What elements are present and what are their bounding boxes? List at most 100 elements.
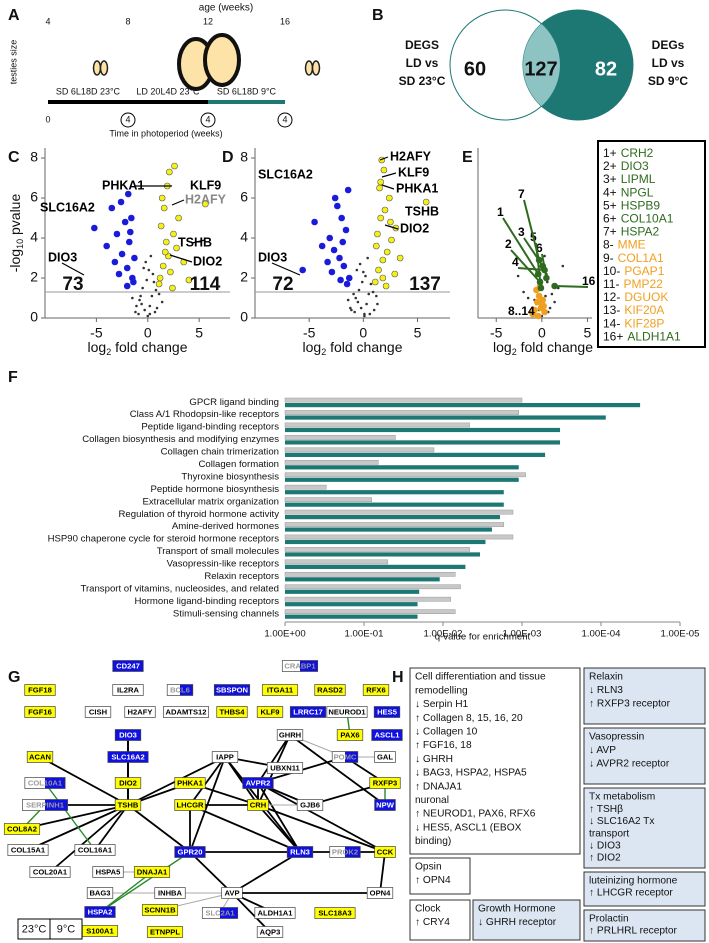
venn-count: 60 [464,58,486,80]
x-tick-label: -5 [303,325,316,341]
point [339,238,347,246]
bar [284,584,461,590]
venn-label: DEGS [405,38,439,52]
annotation-arrow [510,249,541,283]
point [377,214,384,222]
point [324,258,331,266]
node-23 [369,777,385,789]
node-border [329,846,361,858]
node-9 [190,799,206,811]
point [326,234,334,242]
node-23 [371,729,387,741]
node-23 [267,762,285,774]
key-entry: 10- PGAP1 [603,264,665,278]
key-number: 2+ [603,159,617,173]
point [166,168,173,176]
node-9 [152,866,170,878]
node-border [114,799,142,811]
node-label: BCL6 [170,686,190,695]
point [553,300,556,304]
annotation-arrow [381,172,397,178]
point [379,274,387,282]
point [158,194,166,202]
annotation: H2AFY [390,149,432,163]
panel-label: D [222,149,234,166]
node-9 [100,925,118,937]
node-border [374,799,396,811]
point [139,294,142,298]
point [364,274,367,278]
summary-line: transport [589,828,629,839]
bar [284,447,435,453]
node-23 [167,684,180,696]
node-9 [385,777,401,789]
node-label: AVP [224,889,239,898]
node-9 [290,729,303,741]
network-edge [231,892,271,933]
point [118,250,126,258]
summary-line: ↓ Serpin H1 [415,699,469,710]
point [379,256,387,264]
key-entry: 2+ DIO3 [603,159,649,173]
category-label: Thyroxine biosynthesis [181,471,279,482]
point [334,202,341,210]
node-label: IL2RA [117,686,139,695]
node-9 [387,706,400,718]
bar [285,403,641,408]
bar [284,609,456,615]
node-label: CD247 [116,662,140,671]
x-tick-label: 5 [414,325,422,341]
point [299,266,306,274]
y-tick-label: 6 [30,189,38,205]
node-9 [165,926,183,938]
summary-line: ↓ SLC16A2 Tx [589,816,655,827]
node-9 [285,762,303,774]
node-9 [40,684,56,696]
category-label: Collagen formation [198,459,279,470]
node-23 [85,706,98,718]
summary-line: ↓ AVP [589,745,616,756]
summary-line: Tx metabolism [589,792,655,803]
node-23 [124,706,140,718]
venn-count: 127 [524,58,557,80]
point [148,304,152,308]
point [340,262,348,270]
y-tick-label: 2 [240,269,248,285]
annotation: DIO2 [400,221,429,235]
bar [285,552,481,557]
node-border [221,887,243,899]
bar [285,502,504,507]
node-label: SLC16A2 [111,753,144,762]
node-23 [163,706,186,718]
point [156,274,164,282]
venn-label: DEGs [652,38,685,52]
node-23 [92,866,108,878]
key-gene: NPGL [621,185,654,199]
panel-label: A [8,7,20,24]
node-border [314,907,356,919]
key-entry: 8- MME [603,238,646,252]
summary-line: remodelling [415,685,468,696]
label-part: -log [7,249,23,272]
bar [285,539,486,545]
node-label: ASCL1 [375,731,401,740]
bar [284,596,451,602]
point [350,308,353,312]
node-border [242,777,274,789]
count-label: 137 [409,274,441,295]
node-23 [115,799,128,811]
summary-line: ↑ CRY4 [415,917,450,928]
network-edge [189,851,233,894]
node-label: DNAJA1 [137,868,168,877]
node-border [213,684,251,696]
annotation-arrow [384,224,399,230]
node-label: RLN3 [290,848,310,857]
category-label: Hormone ligand-binding receptors [134,596,279,607]
node-label: THBS4 [220,708,246,717]
category-label: Amine-derived hormones [172,521,279,532]
node-23 [24,706,40,718]
node-23 [314,684,330,696]
node-23 [262,684,280,696]
tick-label: 16 [280,16,290,26]
point [123,264,131,272]
